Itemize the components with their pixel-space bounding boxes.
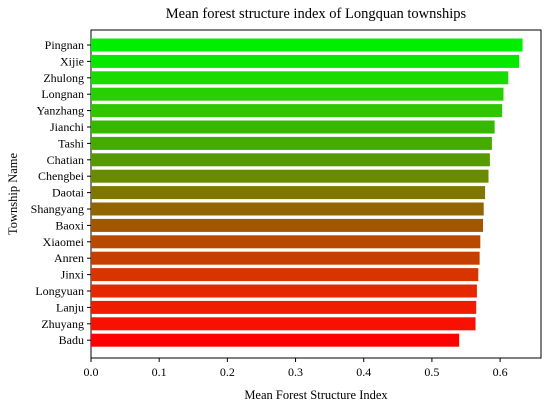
y-tick-label: Baoxi — [55, 218, 84, 232]
x-tick-label: 0.6 — [493, 365, 508, 379]
y-tick-label: Yanzhang — [37, 104, 84, 118]
bar-jianchi — [91, 120, 495, 134]
y-axis-title: Township Name — [6, 153, 20, 236]
bar-chatian — [91, 153, 490, 167]
bar-baoxi — [91, 218, 484, 232]
bar-longyuan — [91, 284, 477, 298]
bar-xiaomei — [91, 235, 481, 249]
bar-xijie — [91, 54, 520, 68]
x-tick-label: 0.4 — [356, 365, 371, 379]
y-tick-label: Tashi — [58, 136, 84, 150]
y-tick-label: Badu — [59, 333, 84, 347]
y-tick-label: Chengbei — [38, 169, 85, 183]
y-tick-label: Longyuan — [35, 284, 84, 298]
y-tick-label: Xiaomei — [43, 235, 85, 249]
x-tick-label: 0.5 — [424, 365, 439, 379]
bars-group — [91, 38, 523, 347]
y-tick-label: Zhulong — [43, 71, 84, 85]
bar-chengbei — [91, 169, 489, 183]
y-tick-label: Chatian — [47, 153, 84, 167]
bar-daotai — [91, 186, 486, 200]
x-tick-label: 0.3 — [288, 365, 303, 379]
chart-title: Mean forest structure index of Longquan … — [166, 6, 467, 22]
y-tick-label: Jinxi — [61, 268, 85, 282]
bar-pingnan — [91, 38, 523, 52]
bar-lanju — [91, 300, 477, 314]
x-tick-label: 0.0 — [84, 365, 99, 379]
bar-anren — [91, 251, 480, 265]
x-tick-label: 0.2 — [220, 365, 235, 379]
y-tick-label: Anren — [54, 251, 84, 265]
bar-jinxi — [91, 268, 479, 282]
y-tick-label: Daotai — [52, 186, 85, 200]
x-tick-label: 0.1 — [152, 365, 167, 379]
bar-yanzhang — [91, 104, 503, 118]
y-tick-label: Shangyang — [31, 202, 84, 216]
bar-badu — [91, 333, 460, 347]
y-tick-label: Jianchi — [50, 120, 85, 134]
bar-shangyang — [91, 202, 484, 216]
y-axis: Pingnan Xijie Zhulong Longnan Yanzhang Jianch… — [31, 38, 91, 347]
x-axis-title: Mean Forest Structure Index — [244, 388, 388, 402]
y-tick-label: Zhuyang — [41, 317, 84, 331]
bar-zhulong — [91, 71, 509, 85]
bar-zhuyang — [91, 317, 476, 331]
y-tick-label: Xijie — [60, 54, 84, 68]
bar-longnan — [91, 87, 504, 101]
y-tick-label: Pingnan — [45, 38, 84, 52]
x-axis: 0.0 0.1 0.2 0.3 0.4 0.5 0.6 — [84, 358, 508, 379]
bar-tashi — [91, 136, 492, 150]
y-tick-label: Lanju — [56, 300, 84, 314]
y-tick-label: Longnan — [41, 87, 84, 101]
